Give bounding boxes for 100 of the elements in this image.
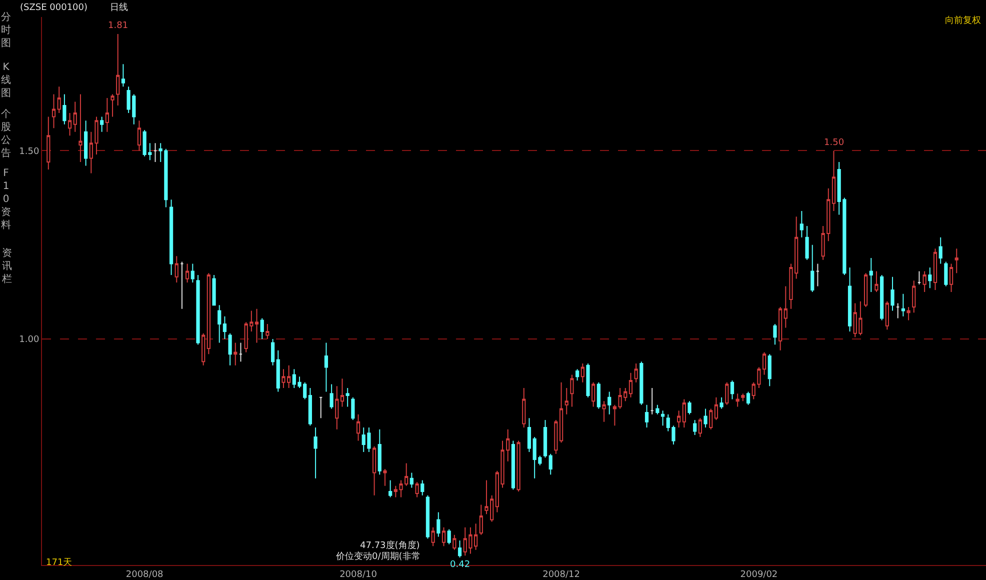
- candlestick: [580, 363, 584, 383]
- candlestick: [356, 414, 360, 442]
- candlestick: [100, 116, 104, 132]
- candlestick: [276, 350, 280, 392]
- candlestick: [238, 342, 243, 362]
- candlestick: [864, 272, 868, 308]
- candlestick: [511, 440, 516, 490]
- candlestick: [308, 387, 312, 426]
- candlestick: [479, 504, 483, 536]
- annotation: 向前复权: [945, 15, 981, 26]
- candlestick: [628, 372, 633, 398]
- x-tick-label: 2008/10: [340, 570, 378, 580]
- candlestick: [266, 323, 270, 340]
- candlestick: [602, 400, 606, 422]
- candlestick: [388, 480, 392, 498]
- candlestick: [874, 270, 878, 292]
- candlestick: [324, 342, 328, 392]
- candlestick: [784, 286, 788, 328]
- candlestick: [634, 363, 638, 383]
- y-tick-label: 1.00: [19, 335, 40, 346]
- candlestick: [709, 408, 713, 430]
- candlestick: [650, 387, 654, 415]
- candlestick: [720, 396, 724, 410]
- candlestick: [206, 272, 210, 355]
- candlestick: [644, 404, 649, 428]
- candlestick: [933, 248, 938, 291]
- candlestick: [57, 86, 61, 114]
- candlestick: [656, 404, 660, 415]
- candlestick: [848, 266, 852, 332]
- candlestick: [938, 236, 942, 264]
- candlestick: [420, 480, 424, 496]
- text: K线图: [1, 62, 11, 99]
- candlestick: [169, 199, 174, 276]
- annotation: 1.81: [108, 21, 128, 31]
- candlestick: [693, 420, 697, 436]
- text: 资讯栏: [1, 247, 12, 285]
- candlestick: [576, 368, 580, 381]
- annotation: 价位变动0/周期(非常: [335, 551, 420, 562]
- candlestick: [768, 354, 772, 387]
- candlestick: [174, 256, 178, 284]
- candlestick: [928, 266, 932, 289]
- candlestick: [212, 274, 216, 306]
- annotation: 47.73度(角度): [360, 540, 420, 551]
- candlestick: [153, 142, 158, 162]
- candlestick: [746, 391, 750, 406]
- candlestick: [885, 300, 889, 330]
- candlestick: [730, 380, 734, 400]
- candlestick: [447, 528, 451, 545]
- candlestick: [736, 393, 740, 408]
- candlestick: [832, 150, 836, 212]
- candlestick: [869, 258, 873, 292]
- candlestick: [431, 526, 435, 547]
- candlestick: [105, 97, 109, 132]
- candlestick: [522, 387, 526, 428]
- candlestick: [351, 396, 355, 420]
- candlestick: [800, 210, 804, 238]
- candlestick: [570, 374, 574, 408]
- candlestick: [330, 384, 334, 410]
- candlestick: [46, 116, 50, 170]
- candlestick: [944, 261, 948, 287]
- candlestick: [698, 418, 702, 438]
- candlestick: [778, 306, 782, 351]
- text: 分时图: [1, 11, 11, 49]
- candlestick: [121, 64, 126, 88]
- candlestick: [234, 342, 238, 366]
- candlestick: [714, 396, 718, 420]
- candlestick: [218, 304, 222, 344]
- candlestick: [773, 323, 777, 346]
- candlestick: [222, 316, 227, 340]
- candlestick: [137, 120, 142, 152]
- candlestick: [586, 363, 590, 398]
- candlestick: [880, 274, 884, 321]
- candlestick: [704, 408, 708, 428]
- candlestick: [906, 306, 910, 321]
- x-tick-label: 2008/08: [126, 570, 164, 580]
- candlestick: [319, 396, 323, 419]
- annotation: 1.50: [824, 138, 844, 148]
- candlestick: [901, 293, 905, 317]
- candlestick: [688, 400, 692, 415]
- candlestick: [110, 94, 114, 118]
- candlestick: [270, 338, 275, 366]
- candlestick: [73, 101, 77, 132]
- candlestick: [346, 387, 350, 408]
- candlestick: [452, 534, 456, 550]
- candlestick: [68, 112, 72, 136]
- candlestick: [810, 244, 814, 292]
- candlestick: [335, 386, 339, 430]
- candlestick: [383, 468, 387, 486]
- candlestick: [677, 410, 681, 428]
- candlestick: [660, 410, 665, 426]
- candlestick: [78, 94, 82, 162]
- candlestick: [426, 494, 430, 540]
- candlestick: [682, 398, 686, 428]
- candlestick: [378, 428, 382, 476]
- candlestick: [202, 332, 206, 366]
- candlestick: [190, 263, 194, 284]
- annotation: 171天: [46, 557, 72, 568]
- candlestick: [608, 391, 612, 415]
- candlestick: [917, 270, 922, 285]
- candlestick: [543, 420, 548, 458]
